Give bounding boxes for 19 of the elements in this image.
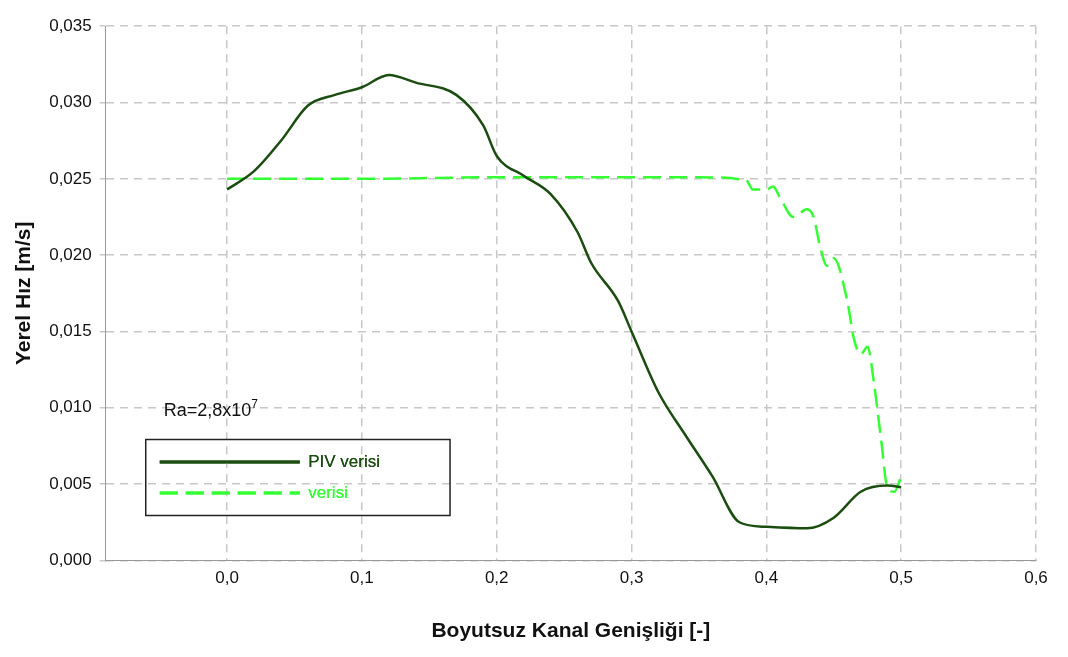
y-tick-label: 0,000 <box>49 550 92 570</box>
y-tick-label: 0,035 <box>49 15 92 35</box>
y-tick-label: 0,015 <box>49 321 92 341</box>
x-tick-label: 0,6 <box>1024 568 1048 588</box>
x-tick-label: 0,0 <box>215 568 239 588</box>
y-tick-label: 0,010 <box>49 397 92 417</box>
y-tick-label: 0,025 <box>49 168 92 188</box>
x-tick-label: 0,1 <box>350 568 374 588</box>
x-tick-label: 0,3 <box>619 568 644 588</box>
y-tick-label: 0,005 <box>49 473 92 493</box>
x-tick-label: 0,5 <box>889 568 913 588</box>
y-tick-label: 0,030 <box>49 92 92 112</box>
y-axis-title: Yerel Hız [m/s] <box>11 221 35 366</box>
text: PIV verisi <box>308 451 381 471</box>
x-tick-label: 0,2 <box>484 568 509 588</box>
text: verisi <box>308 482 348 502</box>
x-axis-title: Boyutsuz Kanal Genişliği [-] <box>431 618 711 642</box>
x-tick-label: 0,4 <box>754 568 779 588</box>
y-tick-label: 0,020 <box>49 244 92 264</box>
